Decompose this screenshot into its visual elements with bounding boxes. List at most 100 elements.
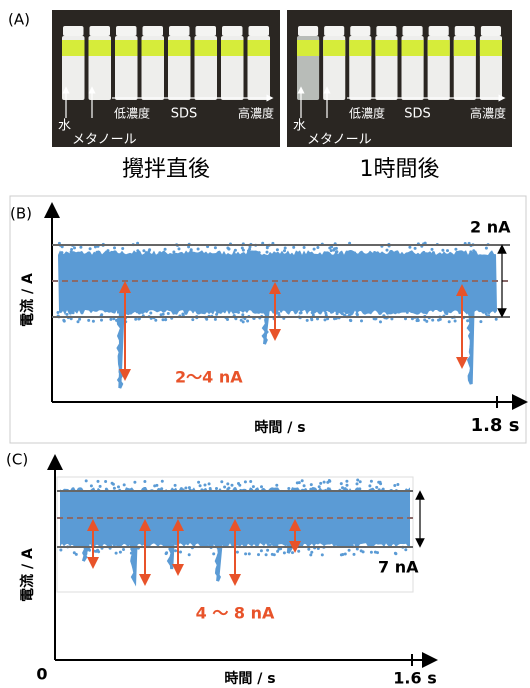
photo-label: SDS [404,107,431,122]
trace-point [77,320,80,323]
bottle-cap [455,26,475,36]
trace-point [220,480,223,483]
trace-point [253,251,256,254]
trace-point [416,319,419,322]
trace-point [485,312,488,315]
trace-point [273,553,276,556]
trace-point [115,552,118,555]
trace-point [406,311,409,314]
trace-point [113,246,116,249]
trace-point [69,312,72,315]
trace-point [335,250,338,253]
trace-point [160,313,163,316]
trace-point [244,552,247,555]
trace-point [328,480,331,483]
trace-point [119,551,122,554]
scale-label: 2 nA [470,218,511,237]
trace-point [223,486,226,489]
trace-point [330,249,333,252]
trace-point [215,313,218,316]
trace-point [59,549,62,552]
trace-point [375,486,378,489]
bottle-cap [196,26,217,36]
trace-point [303,484,306,487]
trace-point [122,548,125,551]
bottle-cap [169,26,190,36]
trace-point [246,320,249,323]
trace-point [346,484,349,487]
trace-point [236,551,239,554]
trace-point [89,247,92,250]
y-axis-label: 電流 / A [19,548,36,602]
trace-point [164,318,167,321]
trace-point [370,551,373,554]
trace-point [469,250,472,253]
trace-point [319,482,322,485]
trace-point [60,251,63,254]
panel-label: (C) [6,451,28,469]
trace-point [244,480,247,483]
trace-point [260,549,263,552]
trace-point [178,247,181,250]
trace-point [347,311,350,314]
trace-point [394,311,397,314]
trace-point [266,549,269,552]
trace-point [164,248,167,251]
trace-point [356,482,359,485]
trace-point [336,312,339,315]
trace-point [431,319,434,322]
trace-point [324,318,327,321]
trace-point [214,246,217,249]
trace-point [287,487,290,490]
trace-point [370,480,373,483]
trace-point [472,249,475,252]
bottle-label [375,40,397,56]
trace-point [318,485,321,488]
trace-point [147,250,150,253]
trace-point [316,246,319,249]
trace-point [479,320,482,323]
current-spike [117,312,123,388]
trace-point [432,251,435,254]
trace-point [110,251,113,254]
x-axis-label: 時間 / s [224,670,275,687]
bottle-cap [403,26,423,36]
bottle-cap [298,26,318,36]
trace-point [215,487,218,490]
trace-point [275,484,278,487]
trace-point [355,312,358,315]
trace-point [160,487,163,490]
trace-point [123,483,126,486]
trace-point [161,480,164,483]
trace-point [97,480,100,483]
trace-point [174,484,177,487]
caption: 1時間後 [360,157,440,182]
trace-point [376,551,379,554]
trace-point [188,553,191,556]
trace-point [100,319,103,322]
bottle-cap [350,26,370,36]
trace-point [231,484,234,487]
trace-point [242,320,245,323]
trace-point [291,551,294,554]
trace-point [310,483,313,486]
trace-point [249,480,252,483]
trace-point [247,249,250,252]
trace-point [327,487,330,490]
trace-point [485,247,488,250]
trace-point [328,247,331,250]
photo-label: SDS [171,107,198,122]
trace-point [394,552,397,555]
bottle-label [221,40,244,56]
trace-point [349,319,352,322]
photo-label: メタノール [307,133,372,148]
trace-point [362,550,365,553]
origin-label: 0 [36,665,47,684]
bottle-cap [63,26,84,36]
x-axis-label: 時間 / s [254,419,305,436]
trace-point [257,553,260,556]
bottle-label [428,40,450,56]
trace-point [75,553,78,556]
trace-point [208,482,211,485]
current-spike [130,545,136,581]
